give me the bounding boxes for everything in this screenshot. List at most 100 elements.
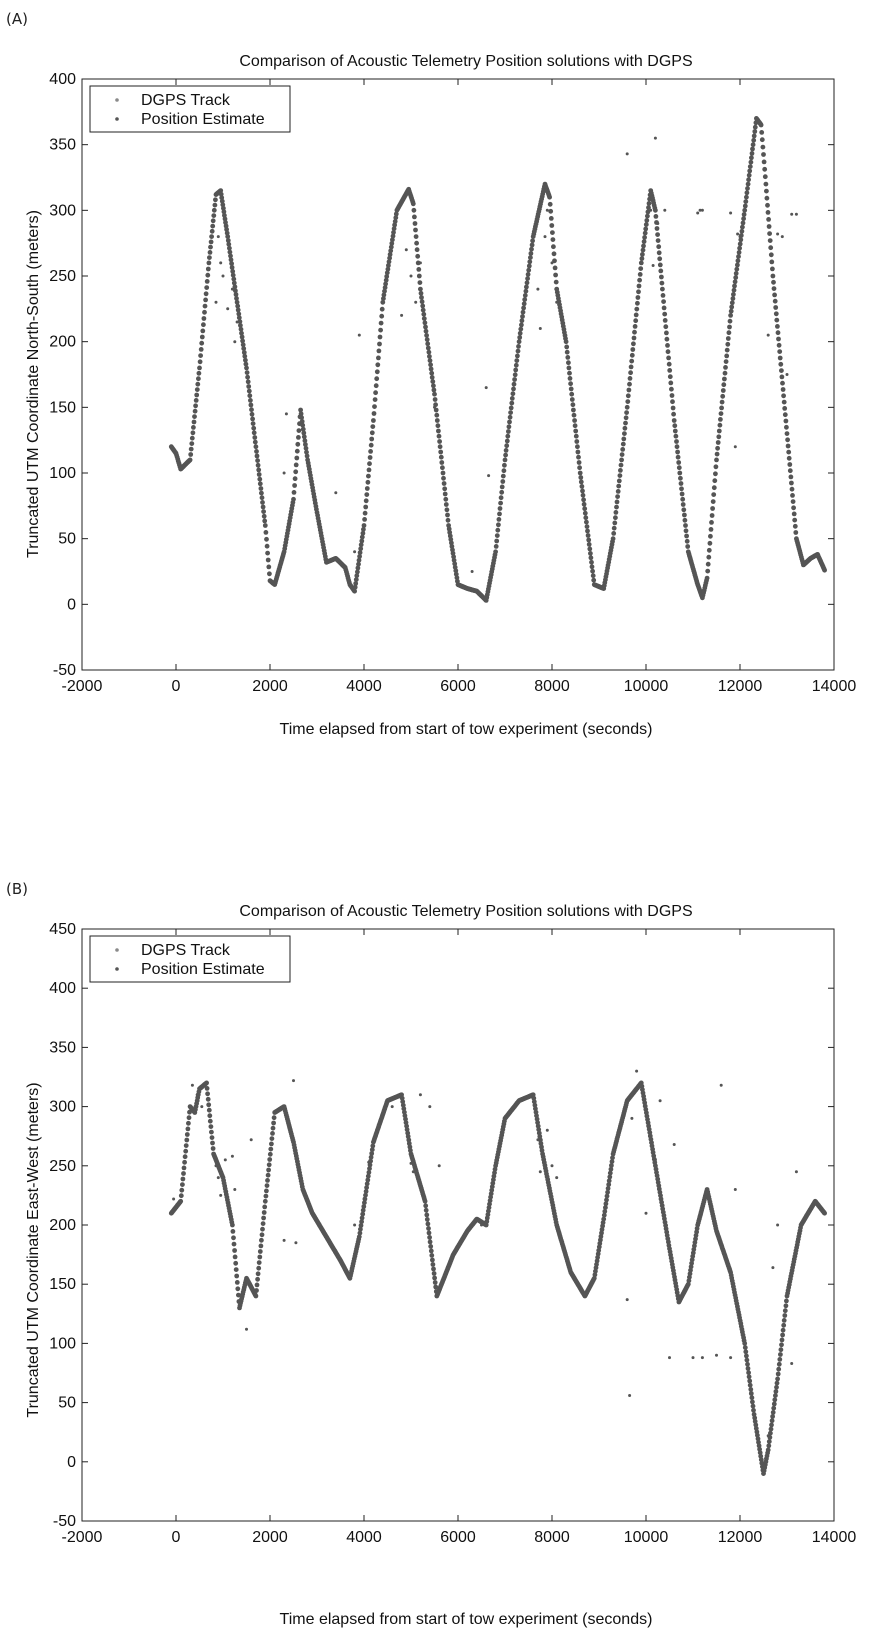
- dgps-point: [179, 1187, 185, 1193]
- estimate-point: [219, 261, 223, 265]
- dgps-point: [365, 1173, 371, 1179]
- series-dgps-track-b: [168, 1080, 827, 1476]
- dgps-point: [225, 238, 231, 243]
- dgps-point: [535, 1123, 541, 1129]
- dgps-point: [612, 520, 618, 526]
- dgps-point: [656, 244, 662, 250]
- dgps-point: [743, 1349, 749, 1355]
- dgps-point: [719, 399, 725, 405]
- dgps-point: [580, 492, 586, 498]
- estimate-point: [653, 1158, 657, 1162]
- dgps-point: [520, 314, 525, 319]
- dgps-point: [425, 345, 431, 351]
- dgps-point: [437, 444, 443, 450]
- dgps-point: [773, 1389, 779, 1394]
- dgps-point: [191, 425, 196, 430]
- dgps-point: [508, 405, 514, 411]
- dgps-point: [572, 423, 578, 429]
- dgps-point: [577, 465, 582, 471]
- dgps-point: [257, 481, 263, 487]
- dgps-point: [748, 1391, 754, 1396]
- estimate-point: [409, 1161, 413, 1165]
- dgps-point: [251, 430, 257, 436]
- dgps-point: [547, 194, 552, 200]
- dgps-point: [551, 251, 557, 257]
- dgps-point: [603, 1201, 609, 1207]
- estimate-point: [292, 1079, 295, 1083]
- dgps-point: [567, 376, 573, 381]
- dgps-point: [211, 213, 217, 219]
- dgps-point: [712, 478, 718, 484]
- dgps-point: [641, 239, 647, 245]
- dgps-point: [356, 561, 361, 567]
- dgps-point: [731, 292, 736, 297]
- estimate-point: [216, 1176, 220, 1180]
- dgps-point: [507, 419, 512, 425]
- dgps-point: [393, 215, 399, 221]
- estimate-point: [719, 1083, 723, 1087]
- chart-a-title: Comparison of Acoustic Telemetry Positio…: [239, 53, 692, 70]
- dgps-point: [676, 460, 682, 465]
- x-tick-label: 2000: [252, 1529, 288, 1546]
- dgps-point: [498, 500, 503, 506]
- dgps-point: [232, 1254, 238, 1260]
- dgps-point: [673, 433, 679, 439]
- estimate-point: [357, 333, 361, 337]
- dgps-point: [783, 1303, 789, 1309]
- dgps-point: [709, 520, 714, 525]
- dgps-point: [252, 439, 258, 445]
- dgps-point: [373, 383, 379, 389]
- dgps-point: [732, 283, 737, 289]
- dgps-point: [381, 296, 386, 301]
- dgps-point: [269, 1141, 274, 1147]
- dgps-point: [704, 575, 710, 581]
- dgps-point: [356, 557, 362, 563]
- dgps-point: [188, 446, 194, 452]
- dgps-point: [782, 1308, 788, 1314]
- estimate-point: [282, 1238, 286, 1242]
- dgps-point: [207, 250, 213, 255]
- dgps-point: [583, 515, 589, 521]
- dgps-point: [526, 267, 532, 273]
- dgps-point: [790, 493, 795, 498]
- dgps-point: [198, 353, 204, 358]
- estimate-point: [555, 1176, 559, 1180]
- dgps-point: [592, 1272, 598, 1278]
- dgps-point: [575, 449, 581, 455]
- dgps-point: [718, 417, 723, 422]
- dgps-point: [571, 407, 576, 413]
- dgps-point: [746, 177, 751, 183]
- dgps-point: [240, 338, 246, 344]
- dgps-point: [742, 1345, 748, 1350]
- dgps-point: [204, 279, 210, 284]
- dgps-point: [260, 500, 265, 505]
- dgps-point: [569, 391, 575, 397]
- dgps-point: [238, 326, 244, 332]
- dgps-point: [746, 1370, 751, 1376]
- dgps-point: [417, 280, 423, 285]
- dgps-point: [295, 441, 301, 447]
- dgps-point: [201, 322, 206, 328]
- dgps-point: [263, 1193, 269, 1199]
- dgps-point: [665, 349, 671, 355]
- dgps-point: [720, 388, 726, 393]
- dgps-point: [498, 495, 504, 501]
- dgps-point: [416, 273, 422, 279]
- dgps-point: [748, 159, 754, 165]
- dgps-point: [664, 336, 670, 342]
- x-tick-label: 14000: [812, 678, 857, 695]
- dgps-point: [742, 1341, 748, 1346]
- dgps-point: [735, 258, 741, 264]
- dgps-point: [200, 328, 206, 334]
- dgps-point: [714, 451, 720, 457]
- y-tick-label: 100: [49, 465, 76, 482]
- dgps-point: [780, 387, 786, 392]
- dgps-point: [734, 266, 740, 272]
- dgps-point: [725, 336, 731, 341]
- dgps-point: [681, 507, 687, 513]
- dgps-point: [658, 268, 664, 274]
- dgps-point: [781, 1322, 787, 1328]
- dgps-point: [361, 523, 367, 528]
- estimate-point: [696, 211, 700, 215]
- dgps-point: [611, 531, 617, 536]
